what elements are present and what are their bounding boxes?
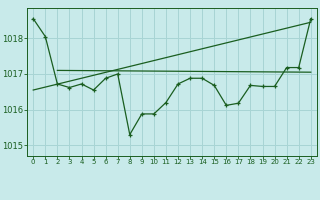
Text: Graphe pression niveau de la mer (hPa): Graphe pression niveau de la mer (hPa) xyxy=(48,181,272,192)
